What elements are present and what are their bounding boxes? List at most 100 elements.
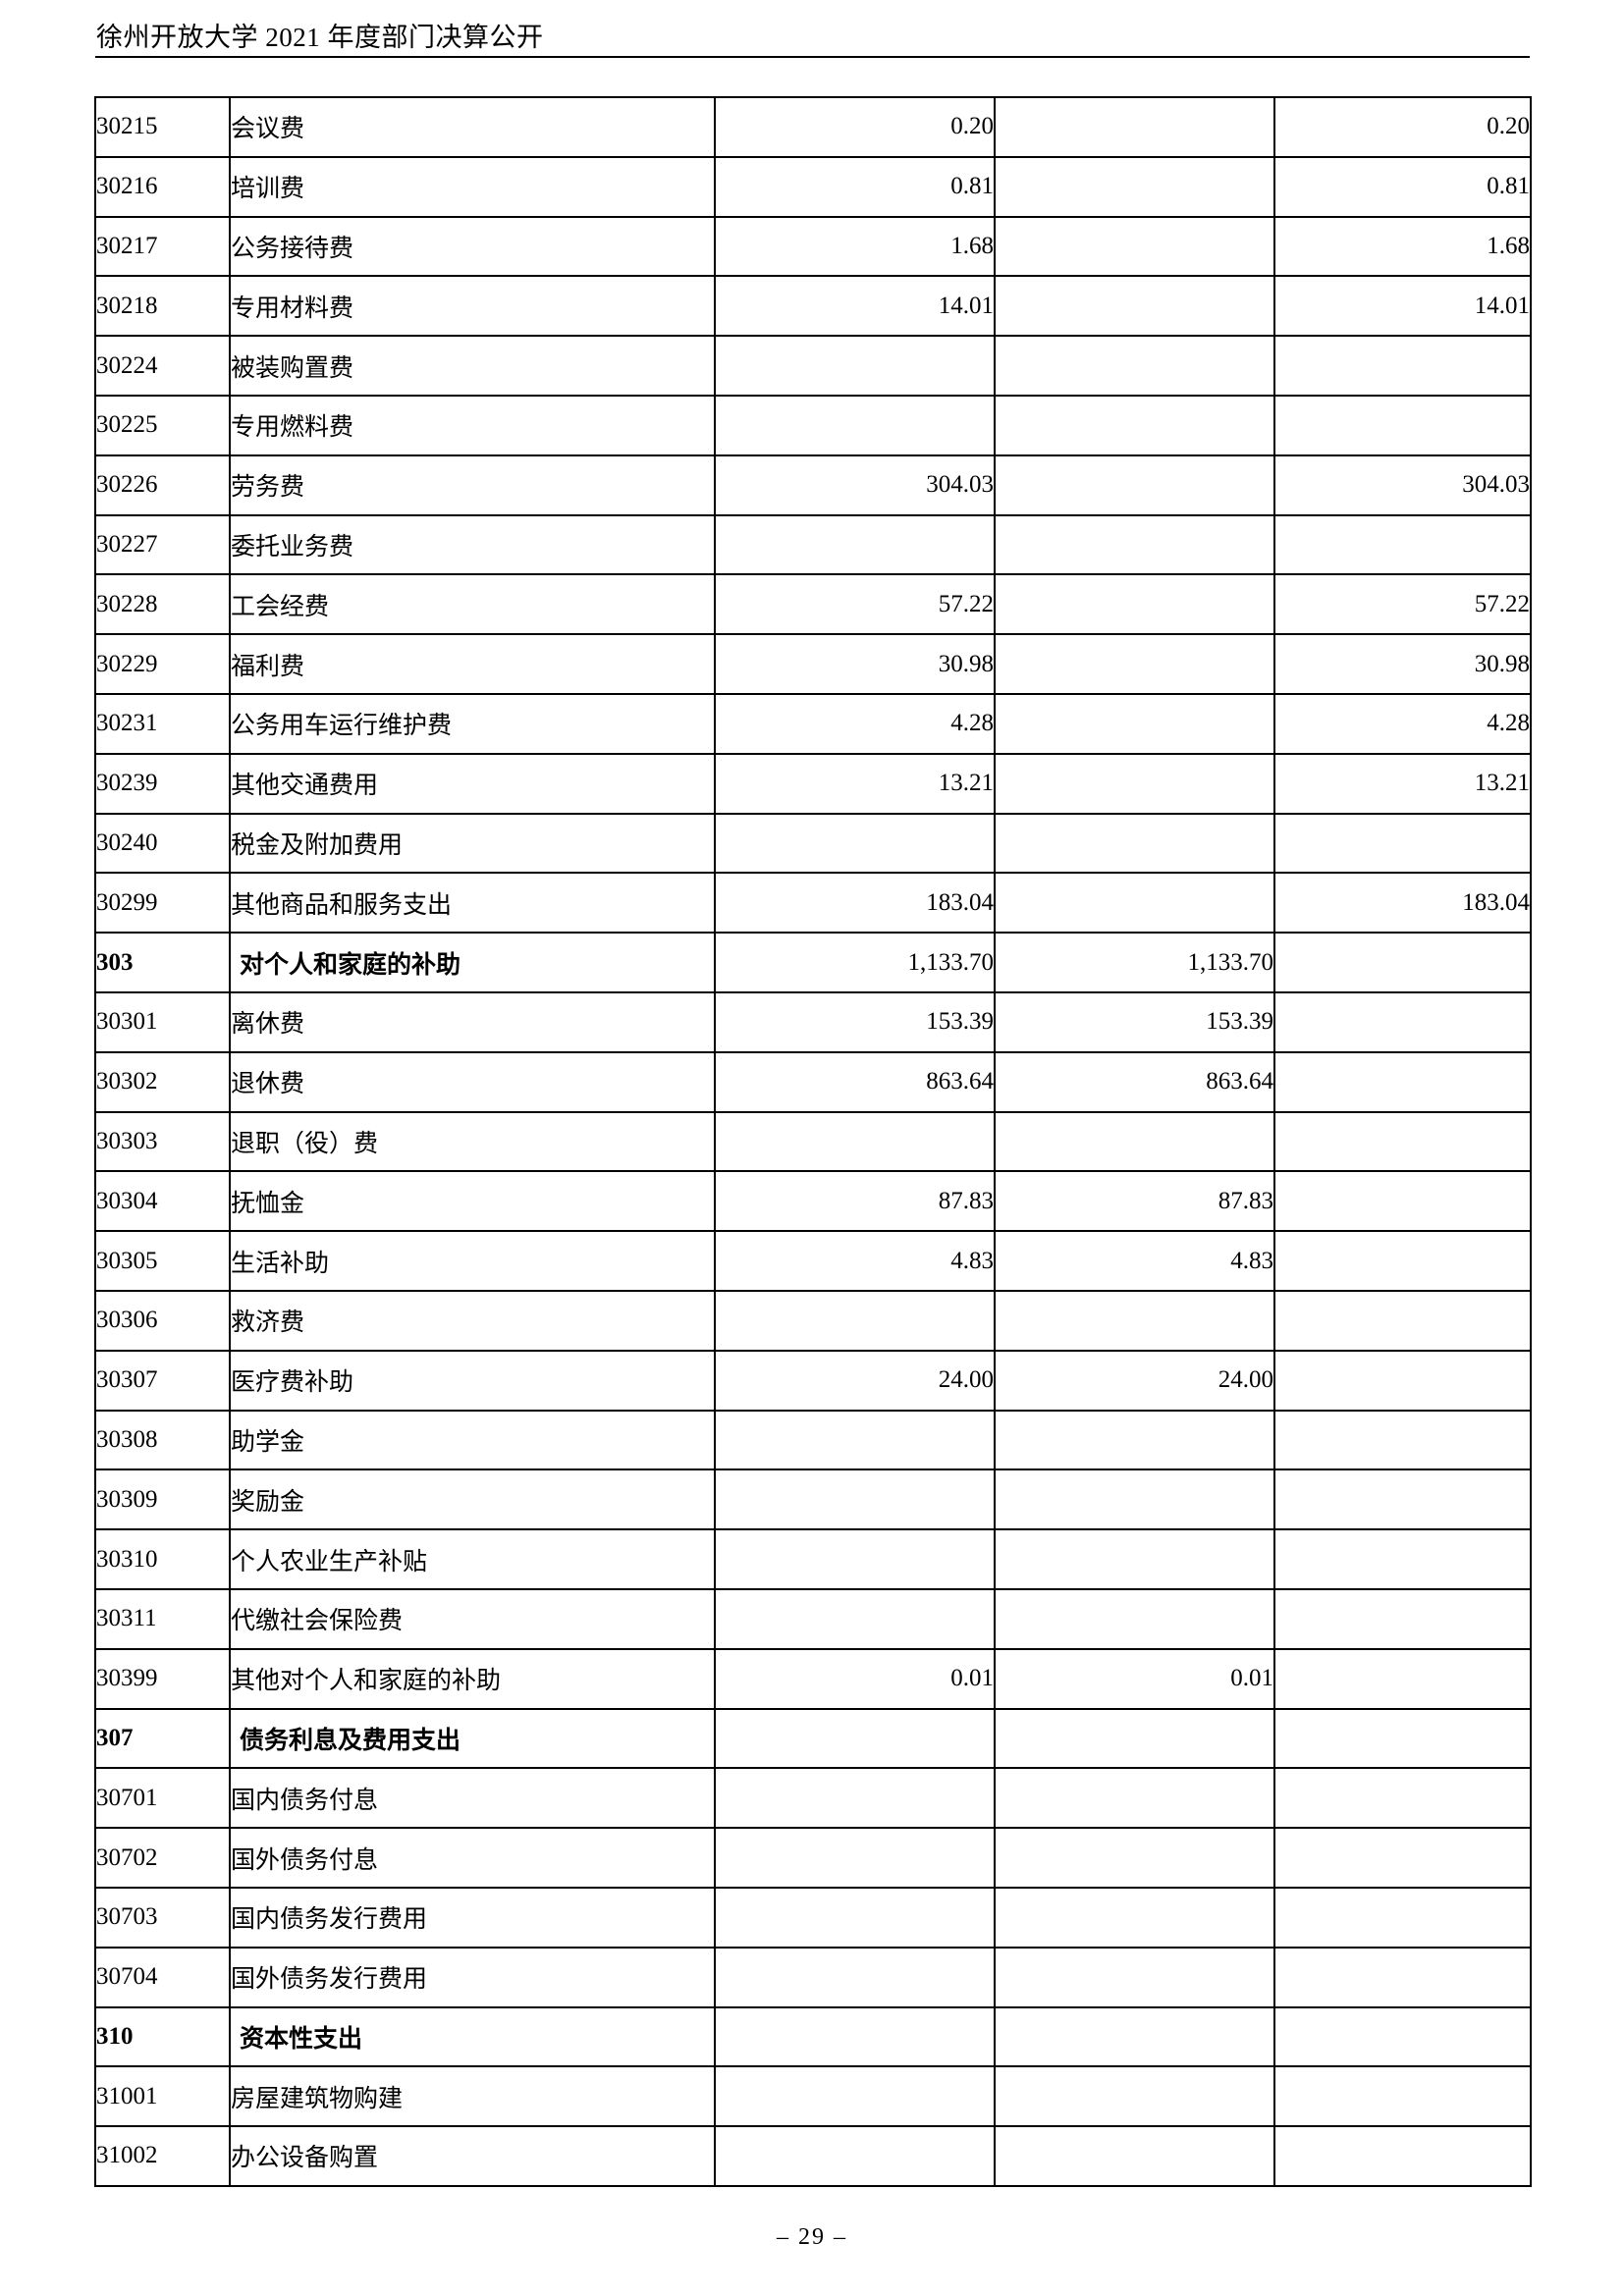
- table-row: 30703 国内债务发行费用: [94, 1886, 1532, 1949]
- cell-name: 其他交通费用: [229, 752, 716, 815]
- cell-code: 30229: [94, 633, 231, 695]
- cell-name: 其他对个人和家庭的补助: [229, 1647, 716, 1710]
- cell-value-2: [994, 2125, 1275, 2187]
- cell-name: 被装购置费: [229, 335, 716, 397]
- cell-name: 国内债务发行费用: [229, 1886, 716, 1949]
- table-row: 30310 个人农业生产补贴: [94, 1528, 1532, 1590]
- cell-code: 30224: [94, 335, 231, 397]
- cell-code: 30299: [94, 872, 231, 934]
- cell-value-2: [994, 1409, 1275, 1471]
- cell-value-1: 304.03: [714, 454, 996, 516]
- cell-name: 医疗费补助: [229, 1349, 716, 1412]
- cell-value-3: [1273, 1587, 1532, 1650]
- cell-value-1: [714, 1767, 996, 1830]
- cell-value-1: [714, 1707, 996, 1770]
- cell-value-2: 0.01: [994, 1647, 1275, 1710]
- cell-value-3: 30.98: [1273, 633, 1532, 695]
- table-row: 30311 代缴社会保险费: [94, 1587, 1532, 1650]
- cell-code: 30240: [94, 812, 231, 875]
- cell-name: 国外债务发行费用: [229, 1946, 716, 2008]
- cell-value-2: [994, 394, 1275, 456]
- budget-table: 30215 会议费 0.20 0.20 30216 培训费 0.81 0.81 30217 公务接…: [94, 96, 1532, 2187]
- cell-code: 30215: [94, 96, 231, 158]
- table-row: 30228 工会经费 57.22 57.22: [94, 573, 1532, 636]
- cell-name: 救济费: [229, 1289, 716, 1352]
- cell-code: 30303: [94, 1110, 231, 1173]
- cell-value-2: 153.39: [994, 990, 1275, 1053]
- table-row: 30304 抚恤金 87.83 87.83: [94, 1170, 1532, 1233]
- cell-name: 资本性支出: [229, 2005, 716, 2068]
- cell-value-2: 863.64: [994, 1050, 1275, 1113]
- cell-code: 30306: [94, 1289, 231, 1352]
- cell-code: 310: [94, 2005, 231, 2068]
- cell-value-3: [1273, 932, 1532, 993]
- table-row: 30239 其他交通费用 13.21 13.21: [94, 752, 1532, 815]
- cell-value-2: [994, 155, 1275, 218]
- table-row: 30302 退休费 863.64 863.64: [94, 1050, 1532, 1113]
- table-row: 30309 奖励金: [94, 1468, 1532, 1531]
- cell-value-2: [994, 1827, 1275, 1889]
- cell-value-1: [714, 2125, 996, 2187]
- cell-name: 委托业务费: [229, 513, 716, 576]
- table-row: 30702 国外债务付息: [94, 1827, 1532, 1889]
- cell-code: 30310: [94, 1528, 231, 1590]
- cell-value-1: 1.68: [714, 215, 996, 278]
- cell-value-2: [994, 692, 1275, 755]
- cell-value-1: [714, 513, 996, 576]
- cell-value-1: 183.04: [714, 872, 996, 934]
- header-underline: [95, 56, 1530, 58]
- cell-name: 退休费: [229, 1050, 716, 1113]
- cell-value-3: [1273, 2125, 1532, 2187]
- table-row: 307 债务利息及费用支出: [94, 1707, 1532, 1770]
- cell-code: 30704: [94, 1946, 231, 2008]
- cell-value-3: [1273, 1468, 1532, 1531]
- cell-name: 国内债务付息: [229, 1767, 716, 1830]
- cell-code: 30301: [94, 990, 231, 1053]
- cell-name: 其他商品和服务支出: [229, 872, 716, 934]
- cell-value-3: [1273, 1647, 1532, 1710]
- cell-value-1: [714, 2005, 996, 2068]
- table-row: 30215 会议费 0.20 0.20: [94, 96, 1532, 158]
- cell-code: 30304: [94, 1170, 231, 1233]
- cell-value-2: [994, 1946, 1275, 2008]
- cell-value-3: [1273, 1409, 1532, 1471]
- cell-code: 30399: [94, 1647, 231, 1710]
- page-title: 徐州开放大学 2021 年度部门决算公开: [96, 23, 544, 52]
- cell-name: 房屋建筑物购建: [229, 2065, 716, 2128]
- cell-value-1: [714, 1468, 996, 1531]
- cell-value-1: 153.39: [714, 990, 996, 1053]
- cell-value-2: [994, 1468, 1275, 1531]
- cell-value-3: [1273, 990, 1532, 1053]
- cell-name: 国外债务付息: [229, 1827, 716, 1889]
- cell-name: 公务接待费: [229, 215, 716, 278]
- table-row: 30301 离休费 153.39 153.39: [94, 990, 1532, 1053]
- cell-value-3: [1273, 394, 1532, 456]
- cell-value-2: [994, 2065, 1275, 2128]
- table-row: 30217 公务接待费 1.68 1.68: [94, 215, 1532, 278]
- cell-value-1: [714, 1528, 996, 1590]
- cell-code: 307: [94, 1707, 231, 1770]
- cell-code: 30239: [94, 752, 231, 815]
- cell-name: 会议费: [229, 96, 716, 158]
- cell-value-3: [1273, 1528, 1532, 1590]
- cell-name: 退职（役）费: [229, 1110, 716, 1173]
- cell-value-3: [1273, 2065, 1532, 2128]
- cell-value-2: [994, 752, 1275, 815]
- cell-value-2: [994, 96, 1275, 158]
- cell-name: 税金及附加费用: [229, 812, 716, 875]
- table-row: 30231 公务用车运行维护费 4.28 4.28: [94, 692, 1532, 755]
- cell-value-1: [714, 812, 996, 875]
- table-row: 30303 退职（役）费: [94, 1110, 1532, 1173]
- cell-name: 对个人和家庭的补助: [229, 932, 716, 993]
- cell-name: 抚恤金: [229, 1170, 716, 1233]
- table-row: 31002 办公设备购置: [94, 2125, 1532, 2187]
- cell-value-3: [1273, 1230, 1532, 1292]
- table-row: 30701 国内债务付息: [94, 1767, 1532, 1830]
- cell-value-1: [714, 2065, 996, 2128]
- cell-name: 代缴社会保险费: [229, 1587, 716, 1650]
- cell-value-2: [994, 872, 1275, 934]
- cell-name: 专用燃料费: [229, 394, 716, 456]
- cell-name: 生活补助: [229, 1230, 716, 1292]
- cell-value-1: [714, 394, 996, 456]
